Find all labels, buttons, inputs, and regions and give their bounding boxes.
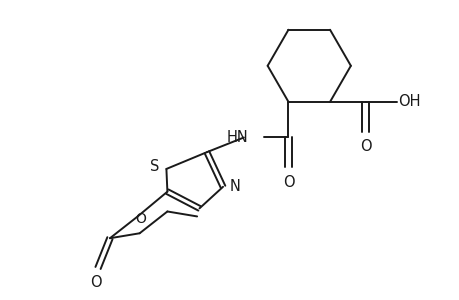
Text: S: S (150, 160, 159, 175)
Text: N: N (230, 179, 241, 194)
Text: OH: OH (397, 94, 420, 109)
Text: HN: HN (227, 130, 248, 145)
Text: O: O (135, 212, 146, 226)
Text: O: O (359, 140, 371, 154)
Text: O: O (90, 275, 101, 290)
Text: O: O (282, 175, 294, 190)
